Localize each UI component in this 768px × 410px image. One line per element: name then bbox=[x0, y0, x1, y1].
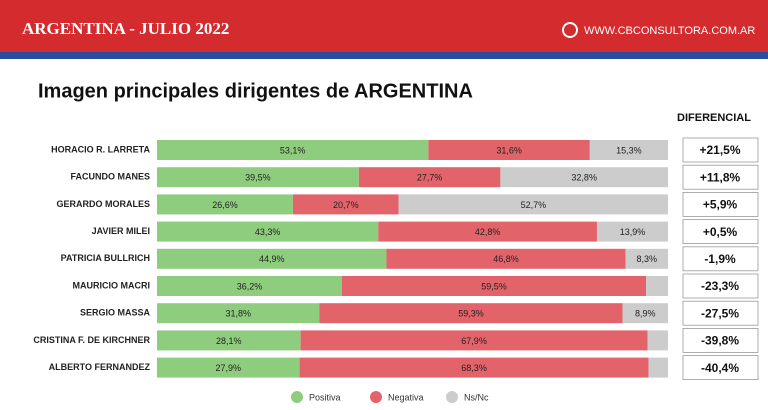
bar-segment bbox=[157, 303, 320, 324]
value-label: 27,7% bbox=[417, 173, 443, 183]
differential-label: +21,5% bbox=[699, 143, 740, 157]
differential-label: +11,8% bbox=[700, 170, 741, 184]
differential-label: -1,9% bbox=[704, 252, 736, 266]
differential-box bbox=[682, 164, 759, 190]
value-label: 8,9% bbox=[635, 309, 656, 319]
differential-box bbox=[682, 273, 759, 299]
logo-icon bbox=[562, 22, 578, 38]
category-label: MAURICIO MACRI bbox=[73, 280, 151, 290]
bar-segment bbox=[589, 140, 668, 160]
value-label: 8,3% bbox=[637, 254, 658, 264]
value-label: 13,9% bbox=[620, 227, 646, 237]
differential-box bbox=[682, 300, 759, 326]
category-label: ALBERTO FERNANDEZ bbox=[49, 362, 151, 372]
bar-segment bbox=[157, 276, 342, 296]
bar-segment bbox=[157, 140, 429, 160]
value-label: 67,9% bbox=[461, 336, 487, 346]
value-label: 68,3% bbox=[461, 363, 487, 373]
value-label: 46,8% bbox=[493, 254, 519, 264]
category-label: FACUNDO MANES bbox=[70, 172, 150, 182]
legend-swatch bbox=[370, 391, 382, 403]
bar-segment bbox=[157, 357, 300, 378]
bar-segment bbox=[398, 194, 668, 215]
value-label: 59,3% bbox=[458, 309, 484, 319]
value-label: 31,8% bbox=[225, 309, 251, 319]
bar-segment bbox=[157, 194, 293, 215]
bar-segment bbox=[386, 248, 626, 269]
value-label: 26,6% bbox=[212, 200, 238, 210]
value-label: 44,9% bbox=[259, 254, 285, 264]
header-title: ARGENTINA - JULIO 2022 bbox=[22, 19, 229, 38]
category-label: PATRICIA BULLRICH bbox=[61, 253, 150, 263]
differential-box bbox=[682, 137, 759, 163]
bar-segment bbox=[428, 140, 590, 160]
bar-segment bbox=[157, 167, 359, 188]
value-label: 20,7% bbox=[333, 200, 359, 210]
header-site: WWW.CBCONSULTORA.COM.AR bbox=[584, 25, 755, 37]
header-stripe bbox=[0, 52, 768, 59]
bar-segment bbox=[157, 221, 379, 242]
value-label: 42,8% bbox=[475, 227, 501, 237]
bar-segment bbox=[646, 276, 668, 296]
differential-box bbox=[682, 246, 759, 272]
legend-swatch bbox=[291, 391, 303, 403]
value-label: 52,7% bbox=[521, 200, 547, 210]
category-label: JAVIER MILEI bbox=[92, 226, 150, 236]
bar-segment bbox=[157, 248, 387, 269]
category-label: SERGIO MASSA bbox=[80, 308, 151, 318]
value-label: 32,8% bbox=[571, 173, 597, 183]
differential-label: -39,8% bbox=[701, 334, 739, 348]
legend-label: Ns/Nc bbox=[464, 392, 489, 402]
bar-segment bbox=[292, 194, 399, 215]
header-band bbox=[0, 0, 768, 52]
category-label: GERARDO MORALES bbox=[56, 199, 150, 209]
category-label: CRISTINA F. DE KIRCHNER bbox=[33, 335, 150, 345]
bar-segment bbox=[500, 167, 668, 188]
differential-box bbox=[682, 191, 759, 217]
value-label: 31,6% bbox=[496, 145, 522, 155]
value-label: 39,5% bbox=[245, 173, 271, 183]
differential-label: +5,9% bbox=[703, 198, 738, 212]
value-label: 59,5% bbox=[481, 281, 507, 291]
differential-box bbox=[682, 355, 759, 381]
value-label: 28,1% bbox=[216, 336, 242, 346]
bar-segment bbox=[622, 303, 668, 324]
bar-segment bbox=[300, 330, 648, 351]
value-label: 53,1% bbox=[280, 145, 306, 155]
differential-label: -27,5% bbox=[701, 306, 739, 320]
bar-segment bbox=[648, 357, 668, 378]
value-label: 15,3% bbox=[616, 145, 642, 155]
legend-label: Negativa bbox=[388, 392, 424, 402]
category-label: HORACIO R. LARRETA bbox=[51, 144, 150, 154]
differential-label: +0,5% bbox=[703, 225, 738, 239]
bar-segment bbox=[299, 357, 649, 378]
chart-title: Imagen principales dirigentes de ARGENTI… bbox=[38, 80, 473, 102]
legend-swatch bbox=[446, 391, 458, 403]
legend-label: Positiva bbox=[309, 392, 341, 402]
differential-label: -40,4% bbox=[701, 361, 739, 375]
value-label: 36,2% bbox=[237, 281, 263, 291]
bar-segment bbox=[647, 330, 668, 351]
differential-label: -23,3% bbox=[701, 279, 739, 293]
differential-box bbox=[682, 327, 759, 353]
value-label: 43,3% bbox=[255, 227, 281, 237]
value-label: 27,9% bbox=[216, 363, 242, 373]
bar-segment bbox=[596, 221, 668, 242]
bar-segment bbox=[378, 221, 597, 242]
bar-segment bbox=[625, 248, 668, 269]
bar-segment bbox=[341, 276, 647, 296]
bar-segment bbox=[358, 167, 501, 188]
differential-box bbox=[682, 219, 759, 245]
differential-title: DIFERENCIAL bbox=[677, 112, 751, 124]
bar-segment bbox=[319, 303, 623, 324]
bar-segment bbox=[157, 330, 301, 351]
